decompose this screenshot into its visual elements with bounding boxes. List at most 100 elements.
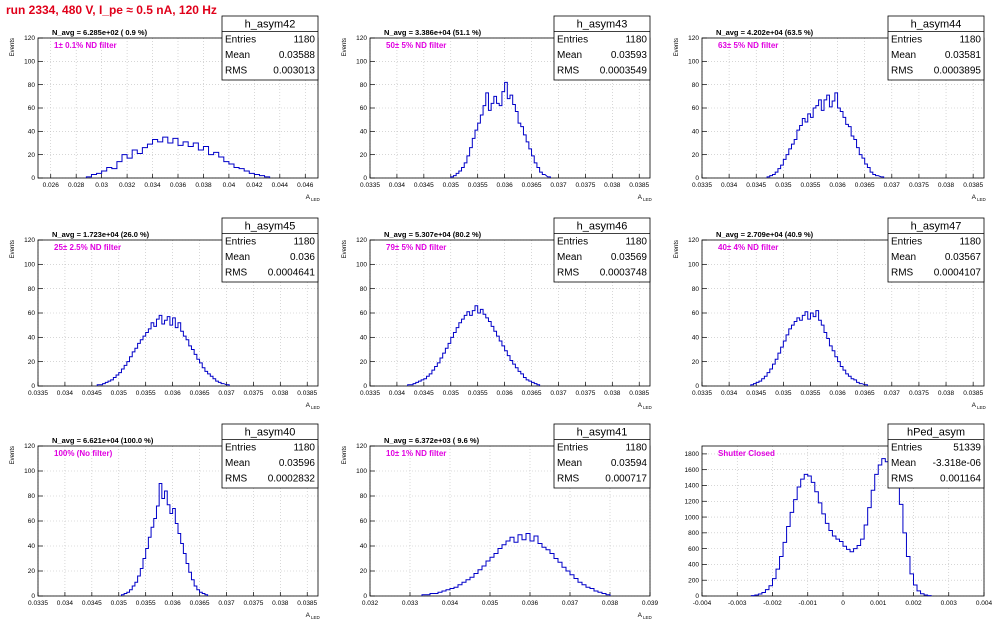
- y-tick-label: 1800: [685, 451, 700, 458]
- x-tick-label: 0.037: [562, 600, 579, 607]
- y-tick-label: 100: [24, 262, 35, 269]
- histogram-bin: [140, 340, 143, 386]
- filter-note: 1± 0.1% ND filter: [54, 41, 117, 50]
- y-tick-label: 120: [356, 237, 367, 244]
- stats-mean-value: 0.036: [290, 252, 315, 263]
- histogram-bin: [832, 536, 836, 596]
- x-tick-label: 0.037: [550, 390, 567, 397]
- stats-mean-label: Mean: [891, 252, 916, 263]
- histogram-bin: [186, 340, 189, 386]
- histogram-bin: [518, 535, 522, 596]
- histogram-bin: [840, 112, 843, 179]
- y-tick-label: 0: [31, 383, 35, 390]
- histogram-name: h_asym41: [577, 427, 628, 439]
- histogram-bin: [832, 101, 835, 178]
- histogram-bin: [165, 320, 168, 386]
- histogram-bin: [497, 103, 500, 178]
- stats-mean-label: Mean: [891, 50, 916, 61]
- histogram-bin: [168, 143, 173, 178]
- x-tick-label: 0.038: [195, 182, 212, 189]
- histogram-bin: [805, 122, 808, 178]
- x-tick-label: 0.03: [95, 182, 108, 189]
- histogram-bin: [801, 479, 805, 596]
- histogram-bin: [483, 106, 486, 178]
- x-tick-label: 0.046: [297, 182, 314, 189]
- x-tick-label: -0.004: [693, 600, 712, 607]
- histogram-outline: [407, 305, 541, 386]
- y-tick-label: 1400: [685, 483, 700, 490]
- histogram-outline: [750, 454, 932, 597]
- y-tick-label: 20: [692, 152, 700, 159]
- stats-rms-value: 0.0002832: [268, 474, 316, 485]
- histogram-bin: [839, 542, 843, 596]
- x-tick-label: 0.036: [496, 390, 513, 397]
- x-tick-label: 0.034: [721, 390, 738, 397]
- x-tick-label: 0.003: [941, 600, 958, 607]
- x-tick-label: 0.037: [884, 390, 901, 397]
- histogram-outline: [750, 310, 868, 386]
- x-axis-title-subscript: LED: [643, 405, 653, 410]
- histogram-bin: [474, 574, 478, 597]
- histogram-bin: [794, 140, 797, 179]
- x-tick-label: 0.0375: [909, 390, 929, 397]
- stats-mean-value: 0.03569: [611, 252, 648, 263]
- histogram-bin: [478, 570, 482, 596]
- histogram-bin: [507, 99, 510, 178]
- y-tick-label: 100: [24, 468, 35, 475]
- histogram-bin: [808, 319, 811, 386]
- stats-rms-label: RMS: [225, 474, 248, 485]
- stats-rms-label: RMS: [225, 66, 248, 77]
- histogram-bin: [829, 346, 832, 386]
- y-tick-label: 40: [360, 129, 368, 136]
- x-tick-label: 0.0375: [575, 390, 595, 397]
- y-tick-label: 100: [24, 59, 35, 66]
- filter-note: 50± 5% ND filter: [386, 41, 446, 50]
- y-tick-label: 100: [356, 59, 367, 66]
- histogram-bin: [822, 514, 826, 596]
- x-tick-label: 0.0355: [136, 600, 156, 607]
- y-tick-label: 120: [24, 443, 35, 450]
- x-axis-title-subscript: LED: [311, 405, 321, 410]
- histogram-bin: [794, 500, 798, 596]
- histogram-bin: [846, 124, 849, 178]
- x-tick-label: 0.035: [775, 390, 792, 397]
- histogram-bin: [910, 574, 914, 596]
- stats-mean-value: -3.318e-06: [933, 458, 982, 469]
- x-tick-label: 0.036: [164, 600, 181, 607]
- x-tick-label: 0.026: [43, 182, 60, 189]
- histogram-bin: [117, 162, 122, 178]
- stats-rms-label: RMS: [557, 474, 580, 485]
- y-tick-label: 120: [688, 237, 699, 244]
- y-tick-label: 1000: [685, 514, 700, 521]
- stats-box: [887, 217, 985, 283]
- histogram-bin: [494, 331, 497, 386]
- navg-label: N_avg = 5.307e+04 (80.2 %): [384, 230, 482, 239]
- x-tick-label: 0.0375: [243, 390, 263, 397]
- histogram-bin: [542, 175, 545, 179]
- stats-box: [221, 15, 319, 81]
- x-tick-label: 0.038: [938, 390, 955, 397]
- histogram-bin: [472, 311, 475, 386]
- histogram-bin: [224, 162, 229, 178]
- x-tick-label: 0.034: [144, 182, 161, 189]
- histogram-bin: [214, 152, 219, 178]
- stats-entries-value: 51339: [953, 443, 981, 454]
- x-axis-title: A: [638, 194, 643, 201]
- histogram-panel-4: 0.0335 0.034 0.0345 0.035 0.0355 0.036 0.0365 0…: [10, 217, 321, 410]
- filter-note: 10± 1% ND filter: [386, 449, 446, 458]
- histogram-bin: [808, 114, 811, 178]
- histogram-bin: [783, 542, 787, 596]
- histogram-bin: [480, 309, 483, 386]
- y-axis-title: Events: [342, 446, 348, 464]
- histogram-bin: [488, 110, 491, 178]
- histogram-bin: [827, 95, 830, 178]
- x-tick-label: 0.035: [443, 390, 460, 397]
- histogram-panel-1: 0.026 0.028 0.03 0.032 0.034 0.036 0.038 0.04 0.…: [10, 15, 321, 202]
- x-tick-label: 0.0335: [360, 390, 380, 397]
- histogram-bin: [868, 508, 872, 596]
- x-tick-label: 0.038: [938, 182, 955, 189]
- histogram-bin: [162, 324, 165, 386]
- y-axis-title: Events: [342, 38, 348, 56]
- histogram-bin: [183, 142, 188, 178]
- stats-entries-value: 1180: [959, 237, 981, 248]
